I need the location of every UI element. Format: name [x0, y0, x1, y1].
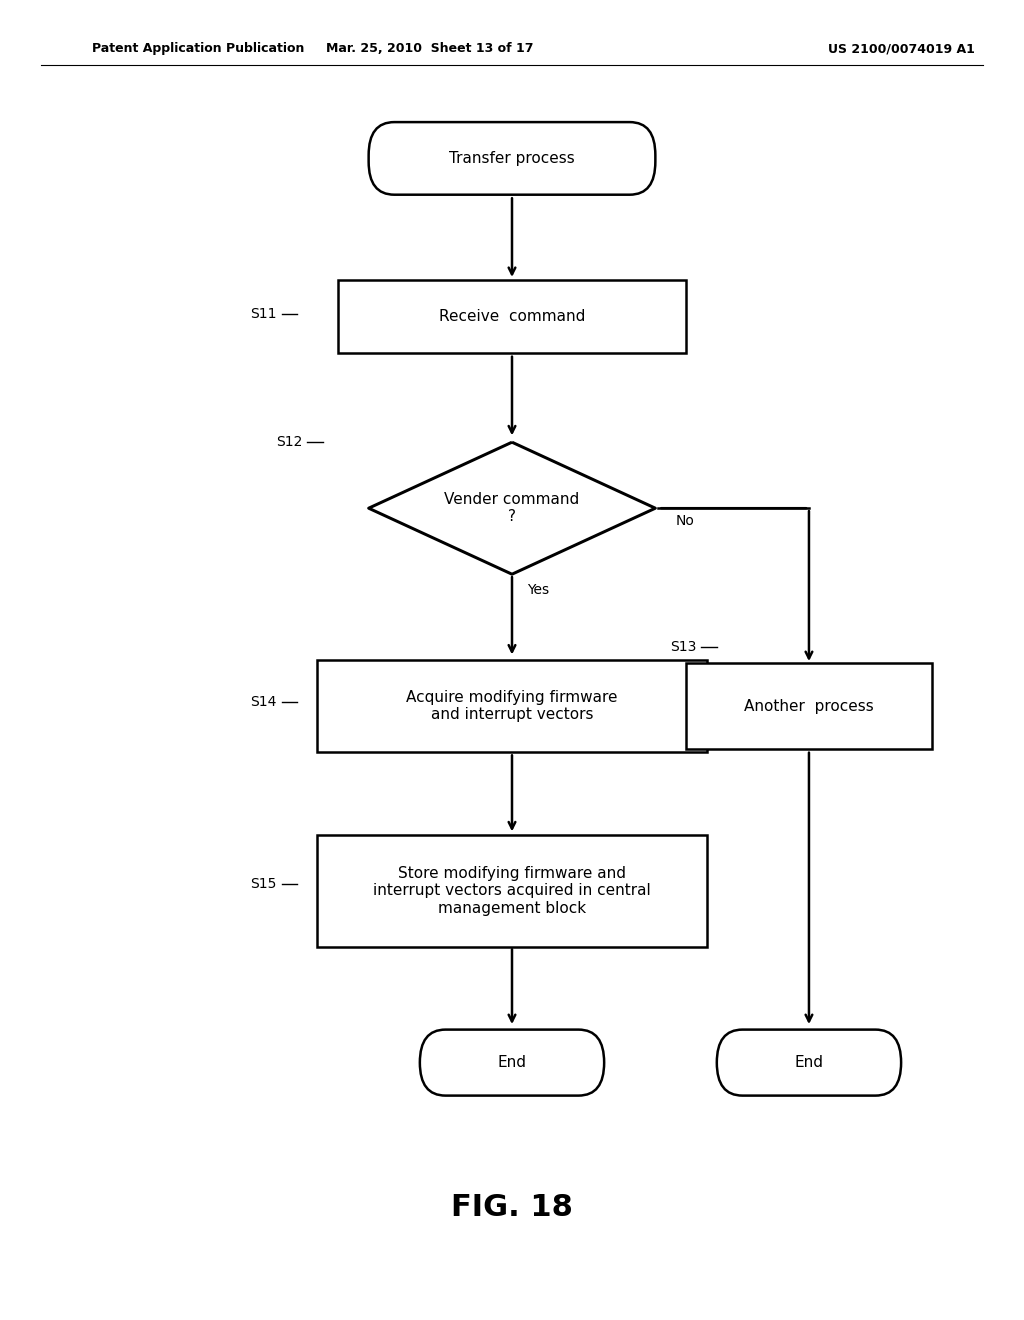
- Text: Acquire modifying firmware
and interrupt vectors: Acquire modifying firmware and interrupt…: [407, 690, 617, 722]
- Text: Store modifying firmware and
interrupt vectors acquired in central
management bl: Store modifying firmware and interrupt v…: [373, 866, 651, 916]
- FancyBboxPatch shape: [317, 660, 707, 752]
- FancyBboxPatch shape: [420, 1030, 604, 1096]
- Text: Mar. 25, 2010  Sheet 13 of 17: Mar. 25, 2010 Sheet 13 of 17: [327, 42, 534, 55]
- Text: Another  process: Another process: [744, 698, 873, 714]
- Text: S11: S11: [250, 308, 276, 321]
- Text: End: End: [498, 1055, 526, 1071]
- Text: S14: S14: [250, 696, 276, 709]
- FancyBboxPatch shape: [717, 1030, 901, 1096]
- FancyBboxPatch shape: [317, 834, 707, 948]
- Text: S15: S15: [250, 878, 276, 891]
- FancyBboxPatch shape: [338, 280, 686, 352]
- Text: End: End: [795, 1055, 823, 1071]
- Text: No: No: [676, 513, 694, 528]
- Text: Transfer process: Transfer process: [450, 150, 574, 166]
- Text: Yes: Yes: [527, 583, 550, 598]
- FancyBboxPatch shape: [686, 663, 932, 750]
- Text: Vender command
?: Vender command ?: [444, 492, 580, 524]
- Text: Patent Application Publication: Patent Application Publication: [92, 42, 304, 55]
- Text: US 2100/0074019 A1: US 2100/0074019 A1: [827, 42, 975, 55]
- Text: Receive  command: Receive command: [439, 309, 585, 325]
- Text: FIG. 18: FIG. 18: [451, 1193, 573, 1222]
- FancyBboxPatch shape: [369, 121, 655, 195]
- Text: S12: S12: [275, 436, 302, 449]
- Text: S13: S13: [670, 640, 696, 653]
